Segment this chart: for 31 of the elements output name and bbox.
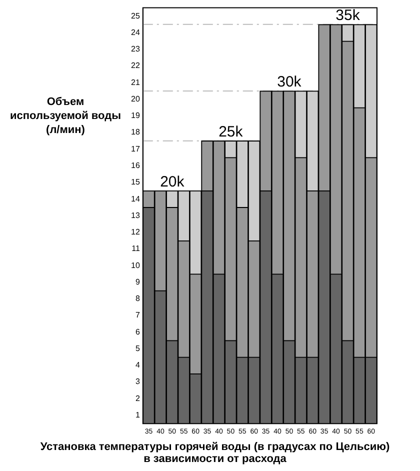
- y-axis-title: Объем используемой воды (л/мин): [9, 95, 122, 137]
- y-tick-label: 25: [130, 11, 140, 20]
- y-tick-label: 21: [130, 78, 140, 87]
- annotation: 25k: [218, 123, 244, 140]
- y-tick-label: 4: [135, 360, 140, 370]
- y-tick-label: 8: [135, 294, 140, 304]
- annotation: 30k: [277, 74, 302, 91]
- y-tick-label: 2: [135, 394, 140, 403]
- y-tick-label: 10: [130, 260, 140, 270]
- annotation: 20k: [160, 173, 185, 190]
- y-tick-label: 19: [130, 111, 140, 120]
- y-tick-label: 22: [130, 61, 140, 70]
- y-tick-label: 15: [130, 178, 140, 187]
- y-tick-label: 14: [130, 194, 140, 204]
- x-axis-title: Установка температуры горячей воды (в градусах по Цельсию) в зависимости от расхода: [40, 441, 390, 465]
- y-tick-label: 13: [130, 210, 140, 220]
- y-tick-label: 17: [130, 144, 140, 154]
- y-tick-label: 12: [130, 228, 140, 237]
- y-tick-label: 6: [135, 327, 140, 336]
- annotation: 35k: [336, 7, 360, 24]
- y-tick-label: 3: [135, 377, 140, 386]
- y-tick-label: 24: [130, 28, 140, 37]
- y-tick-label: 7: [135, 310, 140, 320]
- y-tick-label: 5: [135, 344, 140, 353]
- y-tick-label: 18: [130, 128, 140, 137]
- y-tick-label: 1: [135, 410, 140, 420]
- y-tick-label: 20: [130, 94, 140, 104]
- y-tick-label: 9: [135, 277, 140, 286]
- y-tick-label: 16: [130, 161, 140, 170]
- y-tick-label: 23: [130, 44, 140, 54]
- y-tick-label: 11: [132, 244, 140, 254]
